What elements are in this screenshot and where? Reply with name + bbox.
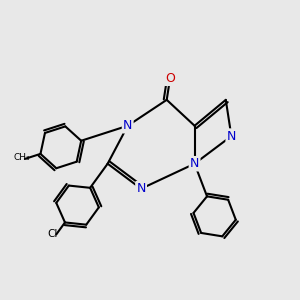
Text: Cl: Cl bbox=[47, 230, 58, 239]
Text: N: N bbox=[136, 182, 146, 195]
Text: CH₃: CH₃ bbox=[14, 153, 30, 162]
Text: N: N bbox=[123, 119, 132, 132]
Text: O: O bbox=[165, 72, 175, 85]
Text: N: N bbox=[227, 130, 236, 142]
Text: N: N bbox=[190, 157, 199, 170]
